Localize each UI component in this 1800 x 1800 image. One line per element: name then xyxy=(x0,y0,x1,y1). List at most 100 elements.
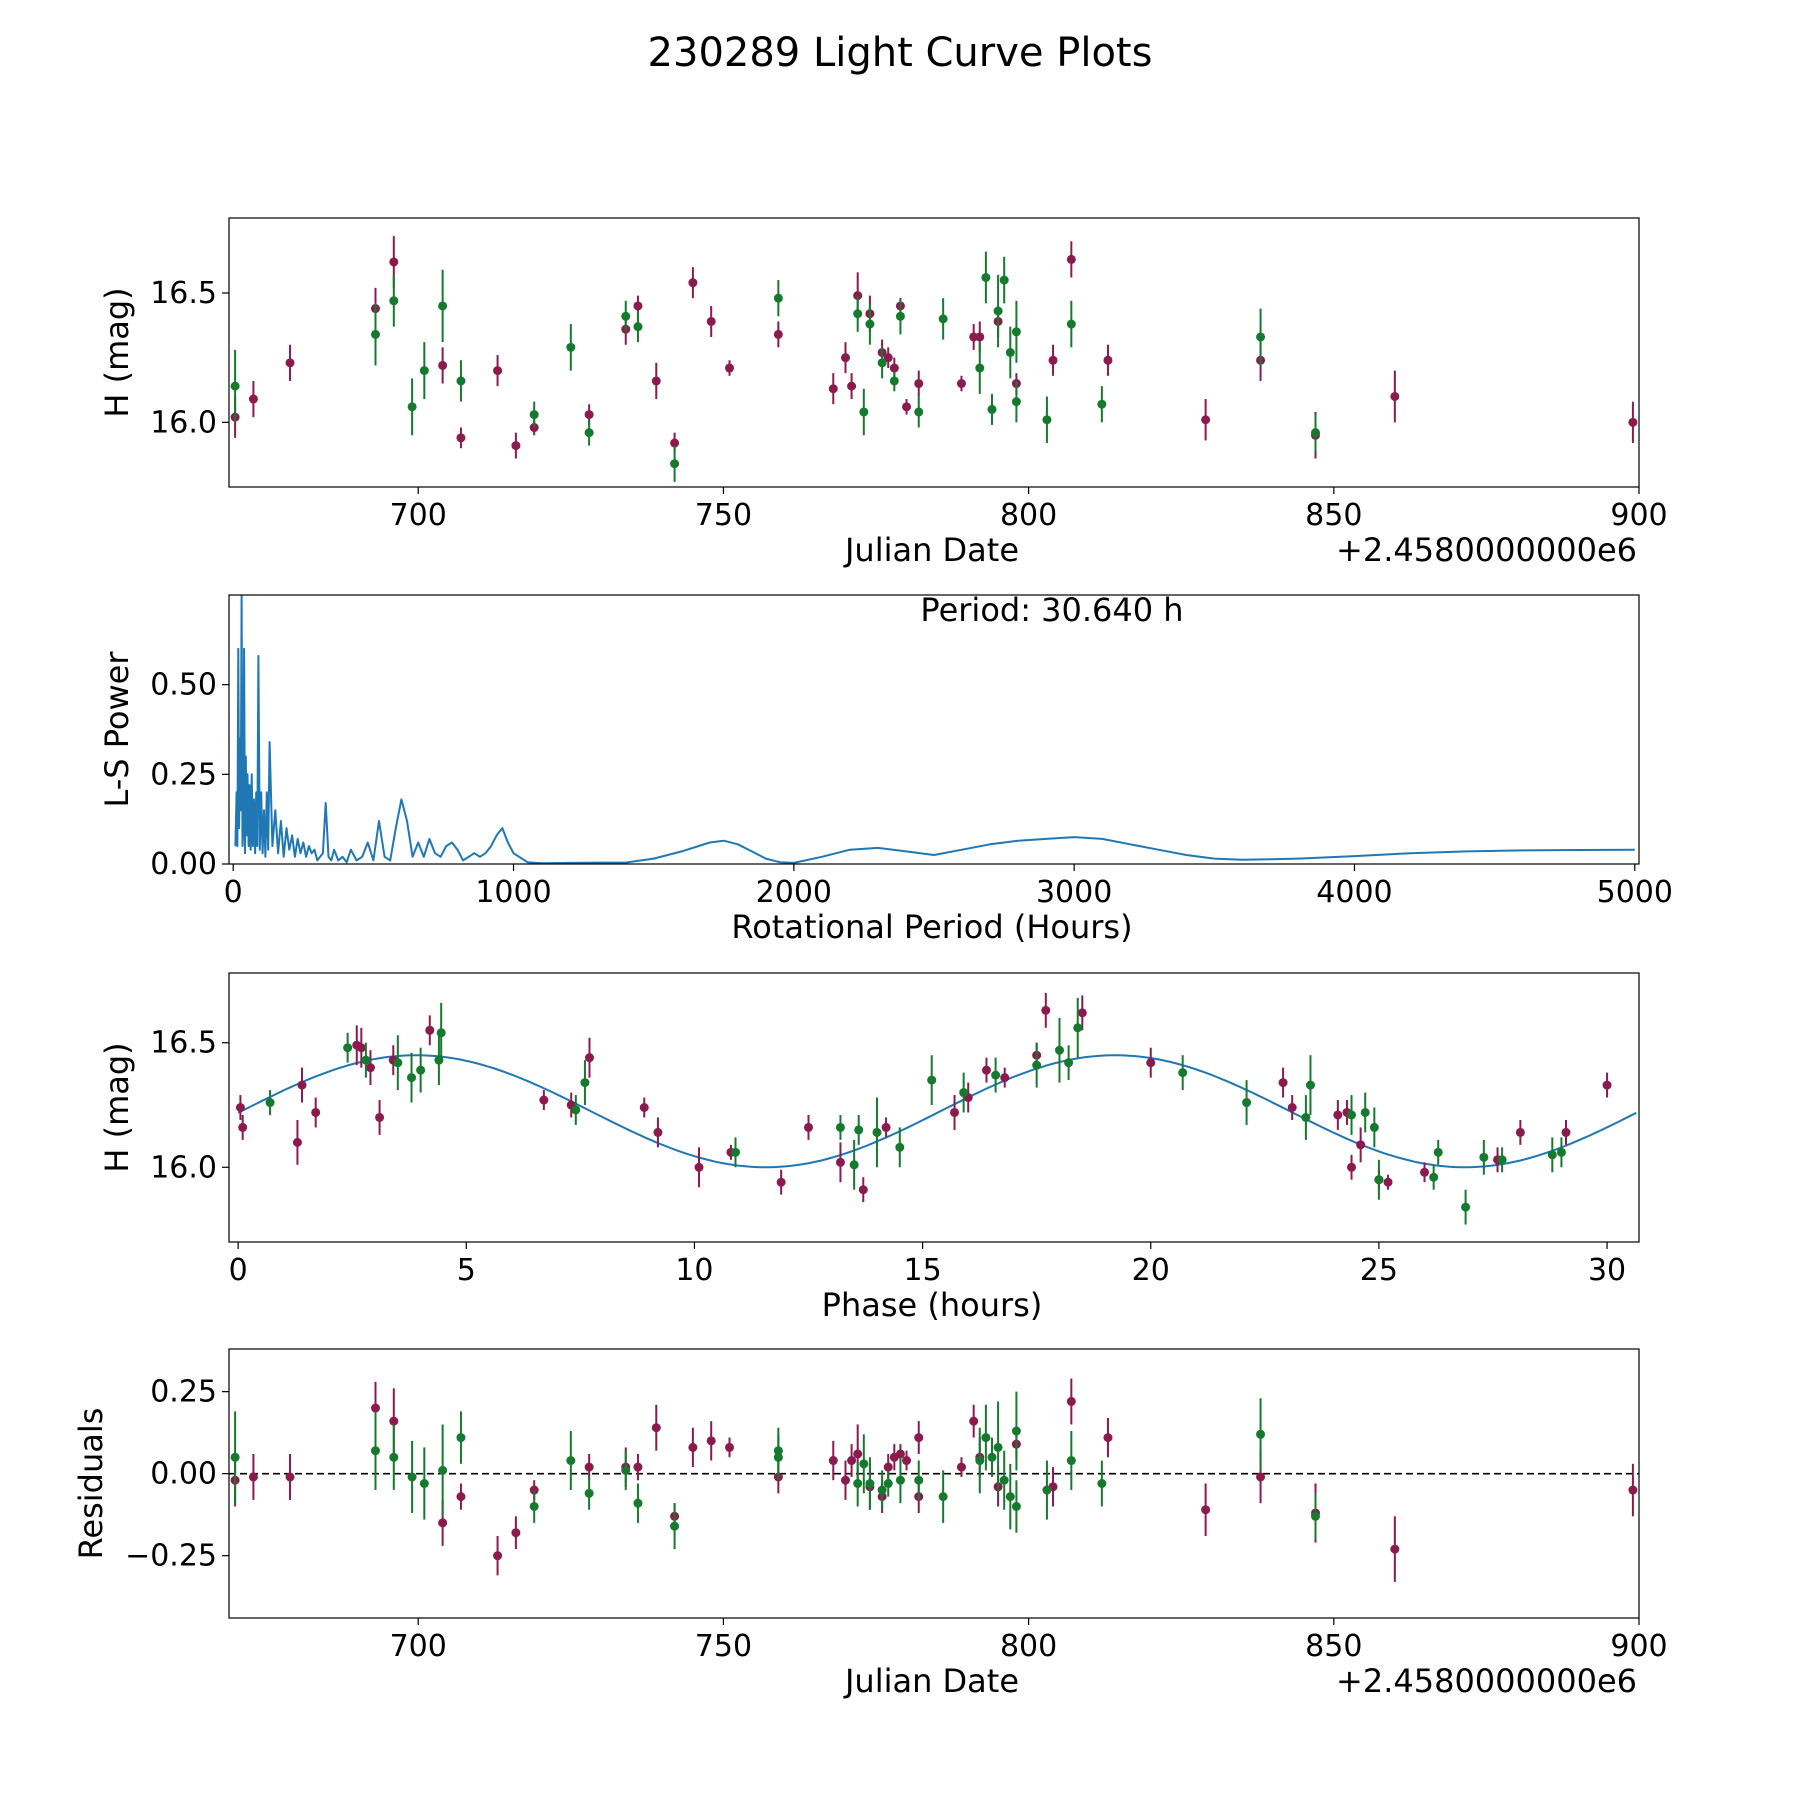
residuals-green-point xyxy=(389,1452,399,1462)
residuals-green-point xyxy=(859,1459,869,1469)
lightcurve-green-point xyxy=(621,311,631,321)
residuals-green-point xyxy=(993,1442,1003,1452)
residuals-data-layer xyxy=(229,1378,1639,1582)
phase-red-point xyxy=(375,1112,385,1122)
periodogram-plot-area: 0 1000 2000 3000 4000 5000 0.00 0.25 0.50 xyxy=(150,595,1673,910)
lightcurve-red-point xyxy=(493,366,503,376)
residuals-red-point xyxy=(1103,1433,1113,1443)
lightcurve-red-point xyxy=(456,433,466,443)
phase-red-point xyxy=(858,1185,868,1195)
residuals-red-point xyxy=(847,1456,857,1466)
lightcurve-green-point xyxy=(407,402,417,412)
lightcurve-green-point xyxy=(370,329,380,339)
residuals-panel: 700 750 800 850 900 0.25 0.00 −0.25 Residuals J… xyxy=(72,1348,1668,1700)
residuals-green-point xyxy=(1011,1501,1021,1511)
residuals-red-point xyxy=(370,1403,380,1413)
lightcurve-green-point xyxy=(1042,415,1052,425)
phase-red-point xyxy=(1077,1008,1087,1018)
residuals-green-point xyxy=(1005,1492,1015,1502)
residuals-red-point xyxy=(1201,1505,1211,1515)
residuals-green-point xyxy=(529,1501,539,1511)
residuals-green-point xyxy=(438,1465,448,1475)
periodogram-xlabel: Rotational Period (Hours) xyxy=(731,908,1132,946)
phase-green-point xyxy=(1073,1023,1083,1033)
phase-panel: 0 5 10 15 20 25 30 16.0 16.5 H (mag) Phase (hour… xyxy=(98,972,1640,1324)
phase-data-layer xyxy=(235,992,1637,1225)
lightcurve-red-point xyxy=(828,384,838,394)
residuals-red-point xyxy=(248,1472,258,1482)
lightcurve-red-point xyxy=(633,301,643,311)
phase-ytick-label: 16.5 xyxy=(150,1026,217,1061)
residuals-green-point xyxy=(621,1465,631,1475)
residuals-red-point xyxy=(651,1423,661,1433)
residuals-green-point xyxy=(981,1433,991,1443)
phase-ylabel: H (mag) xyxy=(98,1042,136,1172)
phase-green-point xyxy=(361,1055,371,1065)
periodogram-axes-frame xyxy=(228,594,1640,865)
phase-green-point xyxy=(1429,1172,1439,1182)
phase-xtick-label: 20 xyxy=(1132,1253,1170,1288)
lightcurve-red-point xyxy=(889,363,899,373)
phase-green-point xyxy=(571,1105,581,1115)
lightcurve-red-point xyxy=(883,353,893,363)
residuals-red-point xyxy=(902,1456,912,1466)
residuals-red-point xyxy=(883,1462,893,1472)
residuals-green-point xyxy=(1011,1426,1021,1436)
lightcurve-red-point xyxy=(651,376,661,386)
residuals-red-point xyxy=(914,1433,924,1443)
phase-red-point xyxy=(311,1107,321,1117)
lightcurve-green-point xyxy=(889,376,899,386)
phase-green-point xyxy=(872,1127,882,1137)
residuals-axes-frame xyxy=(228,1348,1640,1619)
phase-ytick-label: 16.0 xyxy=(150,1150,217,1185)
residuals-red-point xyxy=(1390,1544,1400,1554)
lightcurve-green-point xyxy=(670,459,680,469)
phase-red-point xyxy=(1278,1078,1288,1088)
phase-red-point xyxy=(639,1103,649,1112)
phase-green-point xyxy=(1360,1107,1370,1117)
phase-green-point xyxy=(895,1142,905,1152)
residuals-green-point xyxy=(883,1479,893,1488)
lightcurve-red-point xyxy=(670,438,680,448)
residuals-red-point xyxy=(389,1416,399,1426)
phase-green-point xyxy=(1433,1147,1443,1157)
phase-red-point xyxy=(1146,1058,1156,1068)
phase-green-point xyxy=(849,1160,859,1170)
lightcurve-red-point xyxy=(975,332,985,342)
lightcurve-green-point xyxy=(529,410,539,420)
lightcurve-green-point xyxy=(938,314,948,324)
lightcurve-green-point xyxy=(987,404,997,414)
lightcurve-red-point xyxy=(1390,391,1400,401)
residuals-green-point xyxy=(1042,1485,1052,1495)
residuals-green-point xyxy=(914,1475,924,1485)
phase-green-point xyxy=(393,1058,403,1068)
lightcurve-red-point xyxy=(1201,415,1211,425)
lightcurve-red-point xyxy=(706,316,716,326)
residuals-green-point xyxy=(566,1456,576,1466)
phase-xtick-label: 0 xyxy=(229,1253,248,1288)
figure-title: 230289 Light Curve Plots xyxy=(648,30,1153,76)
lightcurve-green-point xyxy=(999,275,1009,285)
residuals-green-point xyxy=(975,1456,985,1466)
residuals-green-point xyxy=(1066,1456,1076,1466)
phase-red-point xyxy=(539,1095,549,1105)
periodogram-ytick-label: 0.25 xyxy=(150,757,217,792)
residuals-green-point xyxy=(853,1479,863,1488)
phase-fit-curve xyxy=(237,1054,1637,1169)
phase-red-point xyxy=(1347,1162,1357,1172)
lightcurve-green-point xyxy=(584,428,594,438)
lightcurve-green-point xyxy=(773,293,783,303)
lightcurve-red-point xyxy=(773,329,783,339)
residuals-red-point xyxy=(688,1442,698,1452)
residuals-green-point xyxy=(877,1485,887,1495)
phase-green-point xyxy=(1374,1175,1384,1185)
lightcurve-plot-area: 700 750 800 850 900 16.0 16.5 xyxy=(150,236,1668,533)
lightcurve-red-point xyxy=(840,353,850,363)
lightcurve-offset-label: +2.4580000000e6 xyxy=(1336,531,1637,569)
lightcurve-green-point xyxy=(859,407,869,417)
phase-xtick-label: 15 xyxy=(903,1253,941,1288)
residuals-green-point xyxy=(419,1479,429,1488)
residuals-green-point xyxy=(633,1498,643,1508)
periodogram-xtick-label: 0 xyxy=(224,875,243,910)
residuals-offset-label: +2.4580000000e6 xyxy=(1336,1662,1637,1700)
